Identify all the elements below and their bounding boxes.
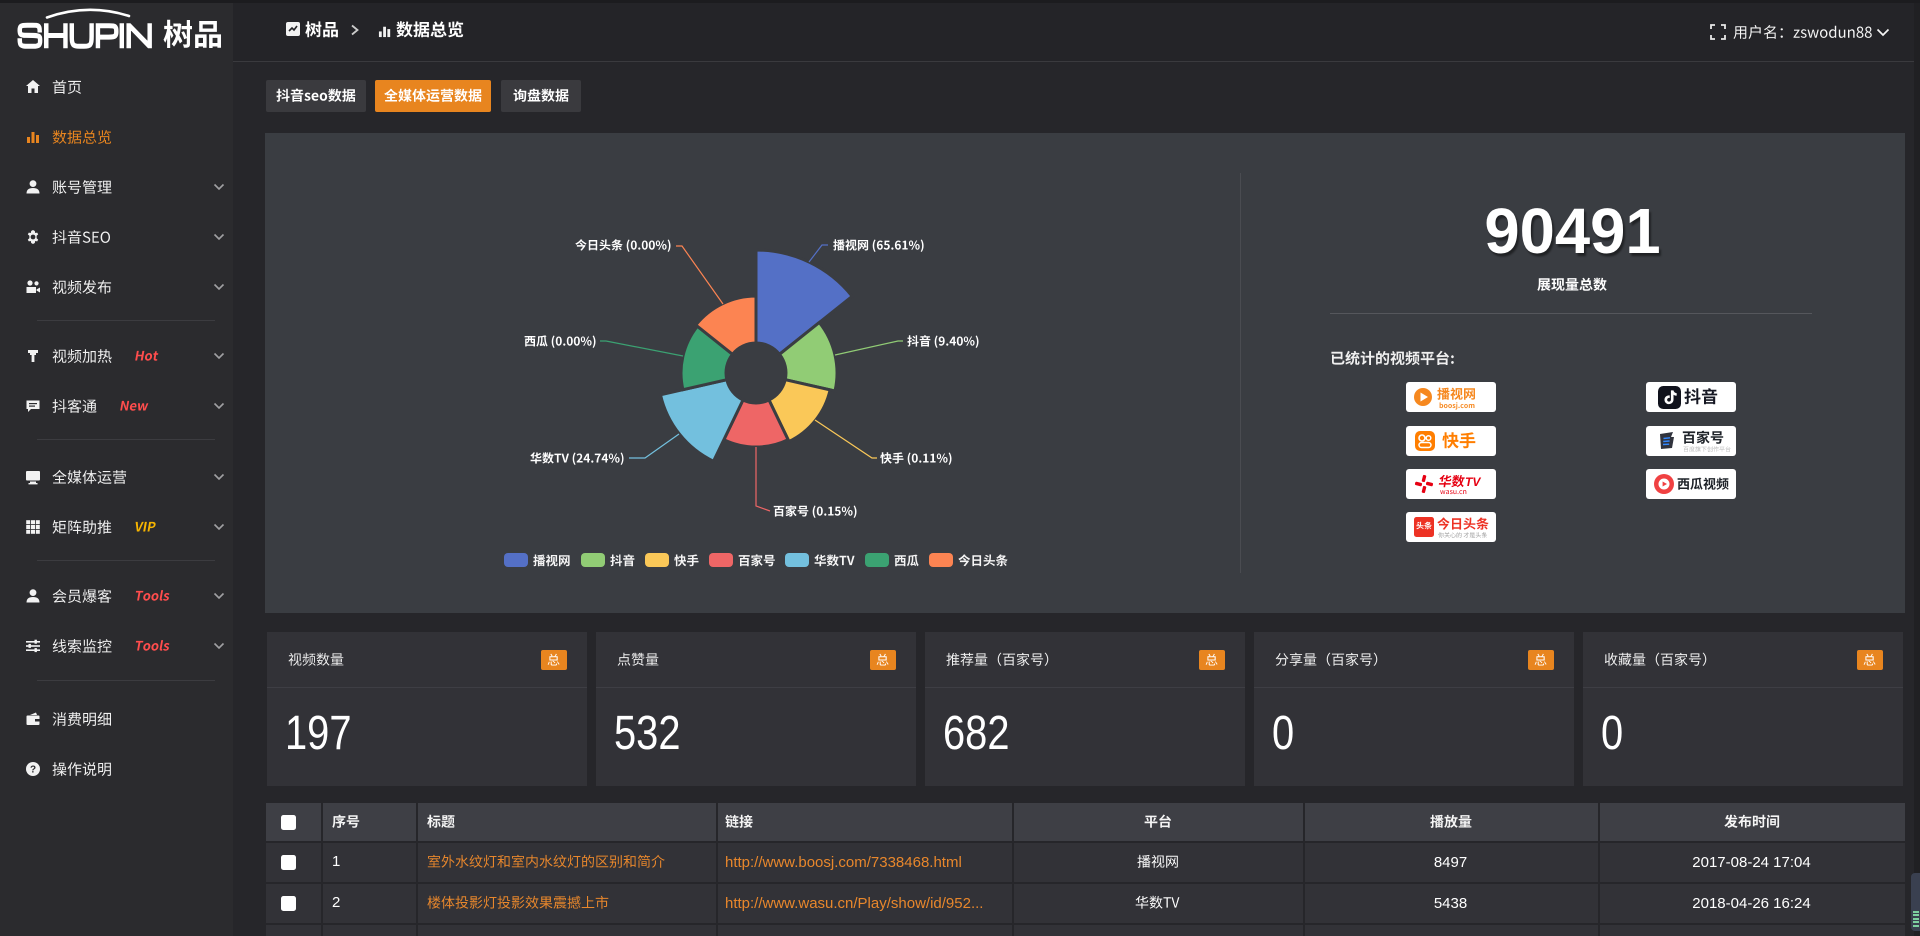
svg-text:?: ?	[30, 764, 36, 775]
svg-text:TV: TV	[1465, 475, 1481, 489]
